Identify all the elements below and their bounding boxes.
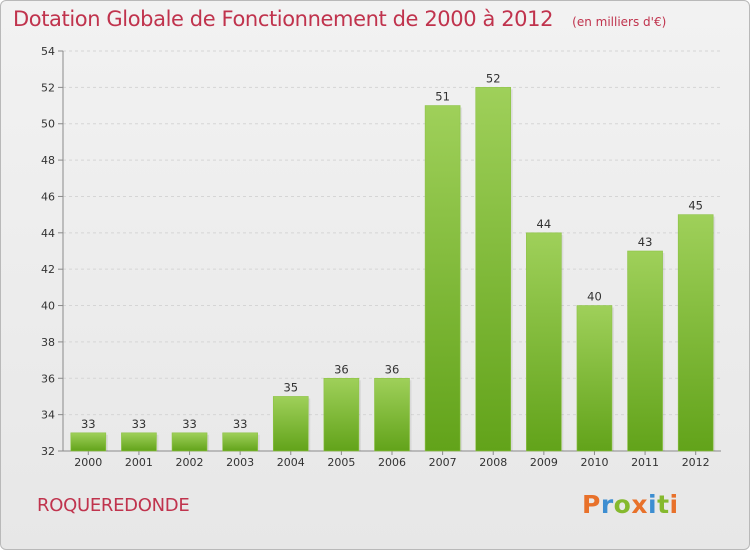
data-label: 51 [435,90,450,104]
x-tick-label: 2012 [682,456,710,469]
data-label: 44 [537,217,552,231]
bar [475,87,512,452]
bar [70,432,107,452]
chart-title: Dotation Globale de Fonctionnement de 20… [13,7,554,31]
y-tick-label: 46 [41,190,55,203]
x-tick-label: 2003 [226,456,254,469]
logo-letter: r [600,490,614,519]
x-tick-label: 2010 [580,456,608,469]
x-tick-label: 2002 [176,456,204,469]
data-label: 33 [233,417,248,431]
y-tick-label: 54 [41,45,55,58]
data-label: 33 [81,417,96,431]
logo-letter: t [657,490,670,519]
data-label: 43 [638,235,653,249]
data-label: 36 [385,362,400,376]
data-label: 36 [334,362,349,376]
bar [121,432,157,452]
logo-letter: i [648,490,658,519]
logo-letter: x [631,490,648,519]
y-tick-label: 40 [41,300,55,313]
bars [70,87,716,452]
data-label: 40 [587,290,602,304]
data-label: 35 [283,380,298,394]
title-row: Dotation Globale de Fonctionnement de 20… [13,7,666,31]
data-label: 33 [132,417,147,431]
bar [627,250,663,452]
x-tick-label: 2007 [429,456,457,469]
logo-letter: P [582,490,601,519]
proxiti-logo[interactable]: Proxiti [582,490,679,519]
y-tick-label: 44 [41,227,55,240]
bar [424,105,461,452]
chart-unit-note: (en milliers d'€) [572,15,667,29]
bar [171,432,208,452]
x-tick-label: 2006 [378,456,406,469]
bar [323,377,360,452]
x-tick-label: 2001 [125,456,153,469]
y-tick-label: 32 [41,445,55,458]
data-label: 45 [688,199,703,213]
y-tick-label: 34 [41,409,55,422]
y-tick-label: 50 [41,118,55,131]
bar [576,305,613,452]
y-tick-label: 52 [41,81,55,94]
x-tick-label: 2009 [530,456,558,469]
y-tick-label: 36 [41,372,55,385]
data-labels: 33 33 33 33 35 36 36 51 52 44 40 43 45 [81,71,703,430]
logo-letter: o [613,490,632,519]
bar [677,214,714,452]
y-tick-label: 38 [41,336,55,349]
x-tick-label: 2011 [631,456,659,469]
data-label: 52 [486,71,501,85]
data-label: 33 [182,417,197,431]
logo-letter: i [669,490,679,519]
commune-name: ROQUEREDONDE [37,495,190,516]
x-tick-label: 2000 [74,456,102,469]
x-tick-label: 2008 [479,456,507,469]
x-tick-label: 2004 [277,456,305,469]
bar [374,377,410,452]
y-tick-label: 48 [41,154,55,167]
bar [526,232,562,452]
y-tick-label: 42 [41,263,55,276]
bar [272,396,309,452]
bar [222,432,258,452]
x-tick-label: 2005 [327,456,355,469]
